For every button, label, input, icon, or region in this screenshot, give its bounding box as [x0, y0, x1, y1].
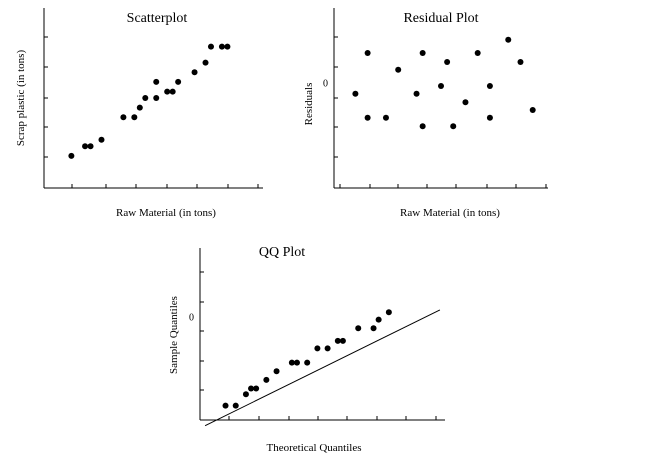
residual-plot-point [529, 107, 536, 113]
qq-plot-point [263, 376, 270, 383]
qq-plot-point [385, 309, 392, 316]
scatterplot-point [82, 143, 89, 150]
residual-plot-point [352, 90, 359, 97]
scatterplot-point [142, 95, 149, 101]
qq-plot-point [293, 359, 300, 366]
residual-plot-point [462, 99, 469, 106]
qq-plot-point [288, 359, 295, 366]
residual-plot-panel: Residual Plot Raw Material (in tons) Res… [303, 8, 548, 219]
qq-plot-panel: QQ Plot Theoretical Quantiles Sample Qua… [168, 245, 445, 454]
scatterplot-point [153, 95, 160, 101]
scatterplot-point [87, 143, 94, 150]
residual-plot-point [419, 50, 426, 56]
residual-plot-point [517, 59, 524, 65]
residual-plot-point [413, 90, 420, 97]
qq-plot-point [324, 345, 331, 352]
qq-plot-point [248, 385, 255, 392]
residual-plot-x-label: Raw Material (in tons) [400, 207, 500, 219]
qq-plot-point [304, 359, 311, 366]
scatterplot-point [68, 152, 75, 159]
scatterplot-point [191, 69, 198, 76]
residual-plot-point [364, 50, 371, 56]
qq-plot-point [232, 402, 239, 409]
residual-plot-y-label: Residuals [303, 83, 315, 126]
residual-plot-point [395, 66, 402, 73]
scatterplot-point [131, 114, 138, 121]
residual-plot-point [450, 123, 457, 130]
qq-plot-point [339, 337, 346, 344]
qq-plot-point [222, 402, 229, 409]
scatterplot-y-label: Scrap plastic (in tons) [15, 50, 27, 147]
residual-plot-point [444, 59, 451, 65]
residual-plot-point [419, 123, 426, 130]
scatterplot-point [169, 88, 176, 95]
qq-plot-point [314, 345, 321, 352]
qq-plot-x-label: Theoretical Quantiles [267, 442, 362, 454]
scatterplot-point [224, 43, 231, 50]
qq-plot-y-tick-label: 0 [189, 312, 194, 323]
residual-plot-point [364, 114, 371, 121]
residual-plot-point [486, 83, 493, 89]
scatterplot-panel: Scatterplot Raw Material (in tons) Scrap… [15, 8, 263, 219]
qq-plot-point [273, 368, 280, 375]
qq-plot-reference-line [204, 309, 441, 427]
qq-plot-y-label: Sample Quantiles [168, 296, 180, 374]
qq-plot-point [375, 316, 382, 323]
scatterplot-x-label: Raw Material (in tons) [116, 207, 216, 219]
residual-plot-y-tick-label: 0 [323, 79, 328, 90]
qq-plot-point [355, 325, 362, 332]
scatterplot-point [175, 78, 182, 85]
scatterplot-point [136, 104, 143, 111]
qq-plot-point [334, 337, 341, 344]
scatterplot-title: Scatterplot [127, 11, 188, 26]
residual-plot-point [486, 114, 493, 121]
scatterplot-point [207, 43, 214, 50]
residual-plot-title: Residual Plot [403, 11, 478, 26]
residual-plot-point [474, 50, 481, 56]
residual-plot-point [505, 36, 512, 43]
qq-plot-point [242, 391, 249, 398]
qq-plot-point [253, 385, 260, 392]
scatterplot-point [153, 78, 160, 85]
qq-plot-point [370, 325, 377, 332]
residual-plot-point [438, 83, 444, 89]
scatterplot-point [98, 136, 105, 143]
qq-plot-title: QQ Plot [259, 245, 305, 260]
scatterplot-point [218, 43, 225, 50]
scatterplot-point [120, 114, 127, 121]
residual-plot-point [382, 114, 389, 121]
scatterplot-point [164, 88, 171, 95]
scatterplot-point [202, 59, 209, 66]
